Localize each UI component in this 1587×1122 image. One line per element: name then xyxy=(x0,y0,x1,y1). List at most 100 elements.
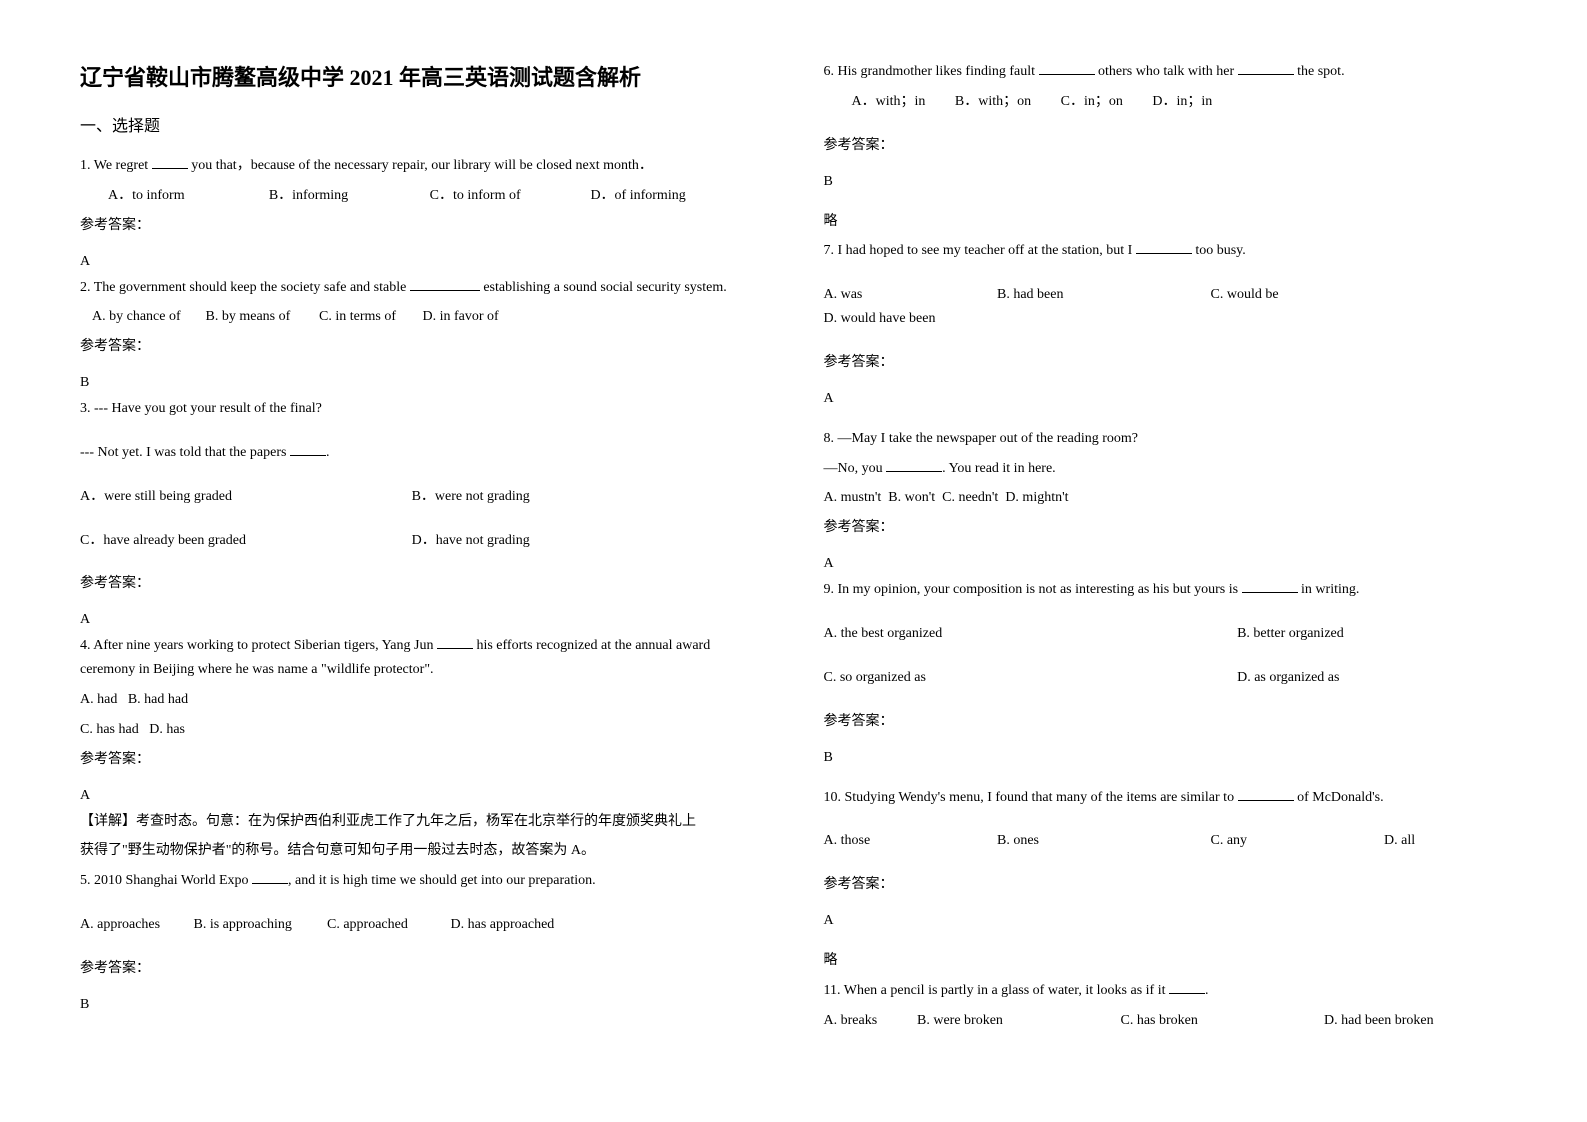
q9-options-row2: C. so organized as D. as organized as xyxy=(824,666,1508,690)
q10-skip: 略 xyxy=(824,949,1508,973)
q4-explain1: 【详解】考查时态。句意：在为保护西伯利亚虎工作了九年之后，杨军在北京举行的年度颁… xyxy=(80,810,764,834)
q4-explain2: 获得了"野生动物保护者"的称号。结合句意可知句子用一般过去时态，故答案为 A。 xyxy=(80,839,764,863)
q10-optB: B. ones xyxy=(997,829,1207,853)
blank xyxy=(1169,993,1205,994)
q1-text: 1. We regret you that，because of the nec… xyxy=(80,154,764,178)
q4-answer: A xyxy=(80,788,764,804)
q3-line1: 3. --- Have you got your result of the f… xyxy=(80,397,764,421)
q3-options-row1: A．were still being graded B．were not gra… xyxy=(80,485,764,509)
q2-optA: A. by chance of xyxy=(92,305,202,329)
q8-optD: D. mightn't xyxy=(1005,490,1068,505)
q3-optA: A．were still being graded xyxy=(80,485,408,509)
q10-options: A. those B. ones C. any D. all xyxy=(824,829,1508,853)
q9-text-b: in writing. xyxy=(1298,582,1360,597)
q5-text-b: , and it is high time we should get into… xyxy=(288,873,596,888)
blank xyxy=(1039,74,1095,75)
q8-line1: 8. —May I take the newspaper out of the … xyxy=(824,427,1508,451)
q6-answer: B xyxy=(824,174,1508,190)
q8-line2-a: —No, you xyxy=(824,461,887,476)
q8-line2-b: . You read it in here. xyxy=(942,461,1056,476)
q1-optD: D．of informing xyxy=(590,184,747,208)
q4-text: 4. After nine years working to protect S… xyxy=(80,634,764,682)
q2-answer-label: 参考答案： xyxy=(80,335,764,355)
blank xyxy=(1238,800,1294,801)
q6-text-c: the spot. xyxy=(1294,64,1345,79)
q10-answer-label: 参考答案： xyxy=(824,873,1508,893)
q11-optC: C. has broken xyxy=(1121,1009,1321,1033)
q1-text-a: 1. We regret xyxy=(80,158,152,173)
section-header: 一、选择题 xyxy=(80,112,764,136)
q4-optD: D. has xyxy=(149,722,185,737)
q11-optA: A. breaks xyxy=(824,1009,914,1033)
blank xyxy=(252,883,288,884)
q7-optC: C. would be xyxy=(1211,283,1421,307)
q9-optA: A. the best organized xyxy=(824,622,1234,646)
q10-text-a: 10. Studying Wendy's menu, I found that … xyxy=(824,790,1238,805)
q2-options: A. by chance of B. by means of C. in ter… xyxy=(80,305,764,329)
q6-optB: B．with；on xyxy=(955,90,1031,114)
q5-optD: D. has approached xyxy=(451,913,555,937)
q3-optD: D．have not grading xyxy=(412,529,740,553)
q6-optD: D．in；in xyxy=(1152,90,1212,114)
q5-optA: A. approaches xyxy=(80,913,190,937)
q7-optB: B. had been xyxy=(997,283,1207,307)
q1-optC: C．to inform of xyxy=(430,184,587,208)
q1-text-b: you that，because of the necessary repair… xyxy=(188,158,653,173)
q7-options: A. was B. had been C. would be D. would … xyxy=(824,283,1508,331)
q6-optA: A．with；in xyxy=(852,90,926,114)
q7-text-a: 7. I had hoped to see my teacher off at … xyxy=(824,243,1136,258)
q5-options: A. approaches B. is approaching C. appro… xyxy=(80,913,764,937)
q3-optB: B．were not grading xyxy=(412,485,740,509)
q2-optD: D. in favor of xyxy=(423,305,499,329)
q1-answer: A xyxy=(80,254,764,270)
q9-answer: B xyxy=(824,750,1508,766)
q10-optA: A. those xyxy=(824,829,994,853)
q8-answer: A xyxy=(824,556,1508,572)
q4-optC: C. has had xyxy=(80,722,139,737)
left-column: 辽宁省鞍山市腾鳌高级中学 2021 年高三英语测试题含解析 一、选择题 1. W… xyxy=(50,60,794,1092)
q8-line2: —No, you . You read it in here. xyxy=(824,457,1508,481)
q4-optB: B. had had xyxy=(128,692,188,707)
q4-options-row2: C. has had D. has xyxy=(80,718,764,742)
q5-text-a: 5. 2010 Shanghai World Expo xyxy=(80,873,252,888)
q3-line2-b: . xyxy=(326,445,330,460)
q6-answer-label: 参考答案： xyxy=(824,134,1508,154)
q10-optD: D. all xyxy=(1384,829,1415,853)
q3-answer: A xyxy=(80,612,764,628)
blank xyxy=(437,648,473,649)
q6-options: A．with；in B．with；on C．in；on D．in；in xyxy=(824,90,1508,114)
blank xyxy=(1238,74,1294,75)
q3-answer-label: 参考答案： xyxy=(80,572,764,592)
q7-answer: A xyxy=(824,391,1508,407)
q5-text: 5. 2010 Shanghai World Expo , and it is … xyxy=(80,869,764,893)
q4-answer-label: 参考答案： xyxy=(80,748,764,768)
q8-answer-label: 参考答案： xyxy=(824,516,1508,536)
q11-optD: D. had been broken xyxy=(1324,1009,1434,1033)
q1-optA: A．to inform xyxy=(108,184,265,208)
q2-optC: C. in terms of xyxy=(319,305,419,329)
q3-options-row2: C．have already been graded D．have not gr… xyxy=(80,529,764,553)
q11-optB: B. were broken xyxy=(917,1009,1117,1033)
q8-optC: C. needn't xyxy=(942,490,998,505)
q2-text-b: establishing a sound social security sys… xyxy=(480,280,727,295)
q11-text: 11. When a pencil is partly in a glass o… xyxy=(824,979,1508,1003)
q11-text-b: . xyxy=(1205,983,1209,998)
q7-answer-label: 参考答案： xyxy=(824,351,1508,371)
q2-answer: B xyxy=(80,375,764,391)
blank xyxy=(886,471,942,472)
q6-text-b: others who talk with her xyxy=(1095,64,1238,79)
q7-optD: D. would have been xyxy=(824,307,936,331)
q5-answer: B xyxy=(80,997,764,1013)
q7-text: 7. I had hoped to see my teacher off at … xyxy=(824,239,1508,263)
q4-text-a: 4. After nine years working to protect S… xyxy=(80,638,437,653)
q5-answer-label: 参考答案： xyxy=(80,957,764,977)
q8-options: A. mustn't B. won't C. needn't D. mightn… xyxy=(824,486,1508,510)
q3-line2: --- Not yet. I was told that the papers … xyxy=(80,441,764,465)
q1-answer-label: 参考答案： xyxy=(80,214,764,234)
q4-options-row1: A. had B. had had xyxy=(80,688,764,712)
q7-text-b: too busy. xyxy=(1192,243,1246,258)
q2-text-a: 2. The government should keep the societ… xyxy=(80,280,410,295)
q5-optB: B. is approaching xyxy=(194,913,324,937)
q11-text-a: 11. When a pencil is partly in a glass o… xyxy=(824,983,1169,998)
q9-options-row1: A. the best organized B. better organize… xyxy=(824,622,1508,646)
